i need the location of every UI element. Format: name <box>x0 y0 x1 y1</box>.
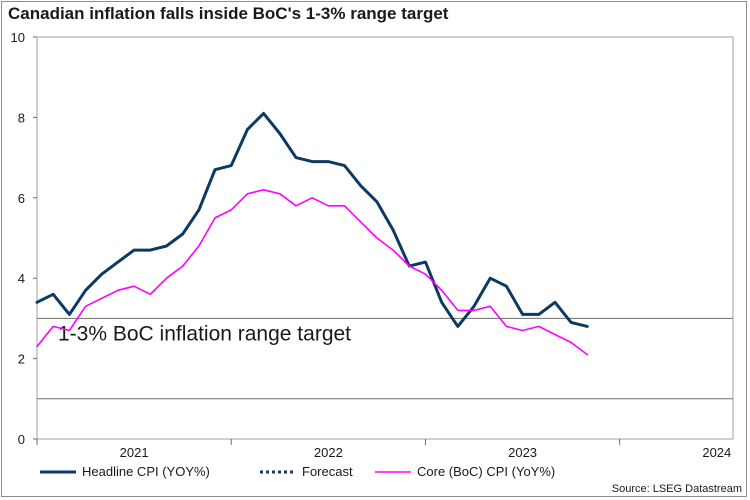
x-tick-label: 2022 <box>314 445 343 460</box>
legend-label: Core (BoC) CPI (YoY%) <box>417 464 556 479</box>
y-tick-label: 2 <box>18 352 25 367</box>
y-tick-label: 6 <box>18 191 25 206</box>
legend-swatch <box>375 470 411 473</box>
y-tick-label: 0 <box>18 432 25 447</box>
legend-swatch <box>260 470 296 473</box>
range-annotation: 1-3% BoC inflation range target <box>58 323 351 346</box>
legend-item: Headline CPI (YOY%) <box>40 464 210 479</box>
legend-label: Headline CPI (YOY%) <box>82 464 210 479</box>
chart-title: Canadian inflation falls inside BoC's 1-… <box>8 4 449 23</box>
legend-item: Forecast <box>260 464 353 479</box>
x-tick-label: 2021 <box>120 445 149 460</box>
legend-swatch <box>40 470 76 473</box>
plot-area <box>36 36 734 440</box>
y-tick-label: 8 <box>18 110 25 125</box>
legend-label: Forecast <box>302 464 353 479</box>
series-line-2 <box>36 189 589 356</box>
y-tick-label: 4 <box>18 271 25 286</box>
legend-item: Core (BoC) CPI (YoY%) <box>375 464 555 479</box>
x-tick-label: 2023 <box>508 445 537 460</box>
source-note: Source: LSEG Datastream <box>611 483 742 495</box>
x-tick-label: 2024 <box>702 445 731 460</box>
series-line-0 <box>35 111 589 328</box>
y-tick-label: 10 <box>11 30 25 45</box>
